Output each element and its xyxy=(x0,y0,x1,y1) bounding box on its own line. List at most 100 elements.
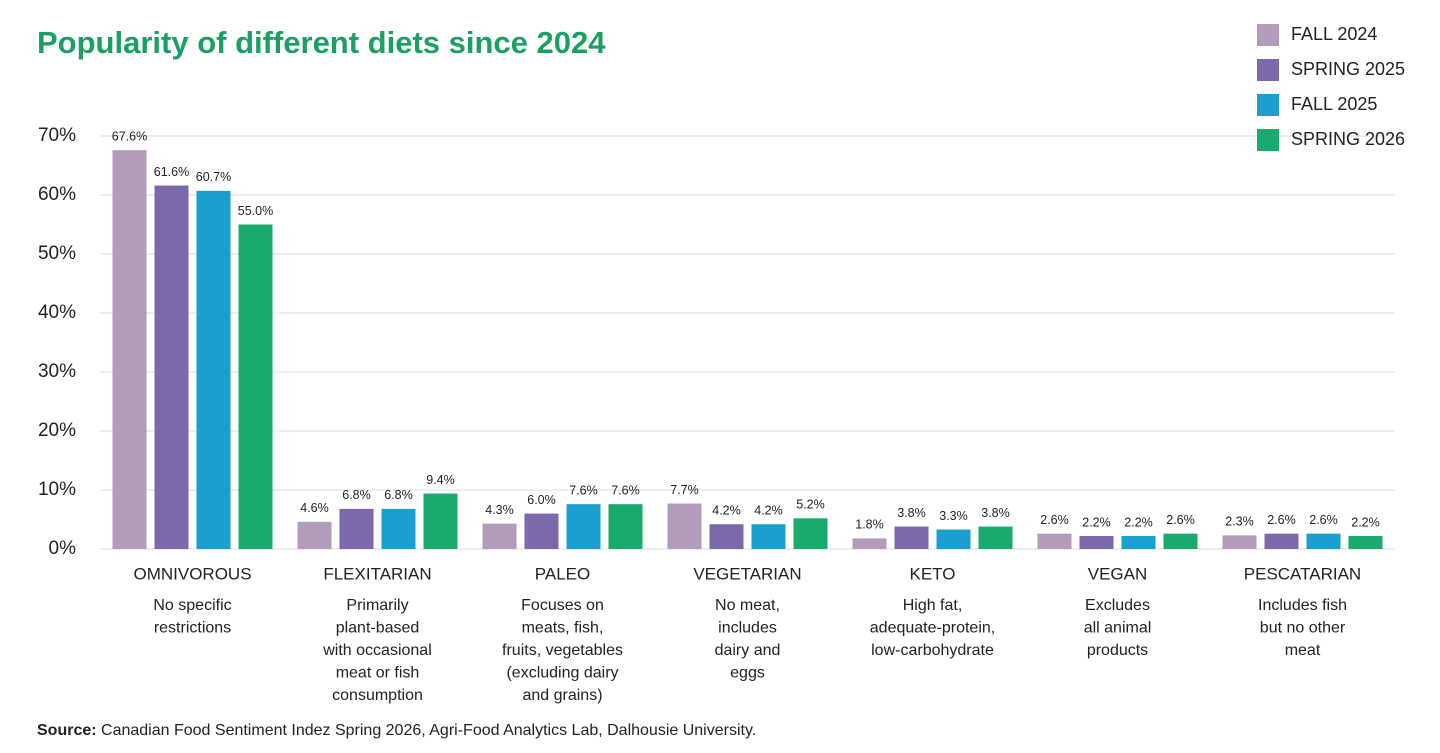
category-description: No specific xyxy=(153,597,231,614)
y-tick-label: 20% xyxy=(38,420,76,441)
x-tick-label: VEGETARIAN xyxy=(693,564,801,583)
category-description: High fat, xyxy=(903,597,963,614)
value-label: 2.3% xyxy=(1225,515,1254,529)
category-description: fruits, vegetables xyxy=(502,642,623,659)
legend-swatch xyxy=(1257,24,1279,46)
value-label: 2.6% xyxy=(1166,513,1195,527)
source: Source: Canadian Food Sentiment Indez Sp… xyxy=(37,722,756,739)
source-text: Canadian Food Sentiment Indez Spring 202… xyxy=(101,722,756,739)
value-label: 3.8% xyxy=(897,506,926,520)
value-label: 3.3% xyxy=(939,509,968,523)
category-description: and grains) xyxy=(522,687,602,704)
value-label: 67.6% xyxy=(112,129,147,143)
value-label: 2.6% xyxy=(1309,513,1338,527)
value-label: 6.8% xyxy=(342,488,371,502)
legend-label: FALL 2025 xyxy=(1291,94,1377,114)
value-label: 2.2% xyxy=(1124,515,1153,529)
bar xyxy=(154,185,189,549)
bar xyxy=(381,508,416,549)
bar xyxy=(238,224,273,549)
legend-swatch xyxy=(1257,59,1279,81)
legend-swatch xyxy=(1257,129,1279,151)
bar xyxy=(751,524,786,549)
category-description: adequate-protein, xyxy=(870,620,995,637)
value-label: 6.8% xyxy=(384,488,413,502)
value-label: 60.7% xyxy=(196,170,231,184)
chart-title: Popularity of different diets since 2024 xyxy=(37,25,606,60)
category-description: eggs xyxy=(730,665,765,682)
value-label: 2.6% xyxy=(1267,513,1296,527)
y-tick-label: 30% xyxy=(38,361,76,382)
bar xyxy=(524,513,559,549)
bar xyxy=(1163,533,1198,549)
value-label: 7.6% xyxy=(611,483,640,497)
category-description: dairy and xyxy=(715,642,781,659)
value-label: 7.6% xyxy=(569,483,598,497)
x-tick-label: KETO xyxy=(910,564,956,583)
legend-swatch xyxy=(1257,94,1279,116)
value-label: 5.2% xyxy=(796,498,825,512)
y-tick-label: 40% xyxy=(38,302,76,323)
category-description: meat or fish xyxy=(336,665,420,682)
value-label: 55.0% xyxy=(238,204,273,218)
x-tick-label: OMNIVOROUS xyxy=(133,564,251,583)
category-description: includes xyxy=(718,620,777,637)
value-label: 9.4% xyxy=(426,473,455,487)
bar xyxy=(196,190,231,549)
source-label: Source: xyxy=(37,722,97,739)
bar xyxy=(1306,533,1341,549)
bar xyxy=(566,504,601,549)
x-tick-label: VEGAN xyxy=(1088,564,1148,583)
bar xyxy=(1079,536,1114,549)
category-description: products xyxy=(1087,642,1148,659)
legend-label: SPRING 2025 xyxy=(1291,59,1405,79)
bar xyxy=(1264,533,1299,549)
bar xyxy=(936,529,971,549)
value-label: 4.2% xyxy=(712,504,741,518)
value-label: 2.6% xyxy=(1040,513,1069,527)
bar xyxy=(793,518,828,549)
value-label: 4.3% xyxy=(485,503,514,517)
category-description: consumption xyxy=(332,687,423,704)
category-description: meats, fish, xyxy=(522,620,604,637)
bar xyxy=(978,526,1013,549)
category-description: meat xyxy=(1285,642,1321,659)
category-description: but no other xyxy=(1260,620,1346,637)
category-description: low-carbohydrate xyxy=(871,642,994,659)
category-description: Focuses on xyxy=(521,597,604,614)
legend-label: SPRING 2026 xyxy=(1291,129,1405,149)
category-description: No meat, xyxy=(715,597,780,614)
bar xyxy=(852,538,887,549)
bar xyxy=(482,523,517,549)
y-tick-label: 0% xyxy=(49,538,77,559)
y-tick-label: 70% xyxy=(38,125,76,146)
x-tick-label: FLEXITARIAN xyxy=(323,564,431,583)
bar xyxy=(667,503,702,549)
y-tick-label: 50% xyxy=(38,243,76,264)
category-description: Includes fish xyxy=(1258,597,1347,614)
category-description: plant-based xyxy=(336,620,420,637)
bar xyxy=(297,521,332,549)
bar xyxy=(1037,533,1072,549)
value-label: 3.8% xyxy=(981,506,1010,520)
category-description: all animal xyxy=(1084,620,1152,637)
x-tick-label: PALEO xyxy=(535,564,590,583)
legend-label: FALL 2024 xyxy=(1291,24,1377,44)
value-label: 1.8% xyxy=(855,518,884,532)
bar xyxy=(1121,536,1156,549)
bar xyxy=(339,508,374,549)
bar xyxy=(423,493,458,549)
value-label: 2.2% xyxy=(1351,515,1380,529)
value-label: 61.6% xyxy=(154,165,189,179)
value-label: 6.0% xyxy=(527,493,556,507)
bar xyxy=(894,526,929,549)
bar xyxy=(1348,536,1383,549)
bar xyxy=(1222,535,1257,549)
category-description: Primarily xyxy=(346,597,408,614)
value-label: 2.2% xyxy=(1082,515,1111,529)
bar xyxy=(608,504,643,549)
value-label: 4.6% xyxy=(300,501,329,515)
bar xyxy=(112,150,147,549)
y-tick-label: 10% xyxy=(38,479,76,500)
category-description: restrictions xyxy=(154,620,231,637)
